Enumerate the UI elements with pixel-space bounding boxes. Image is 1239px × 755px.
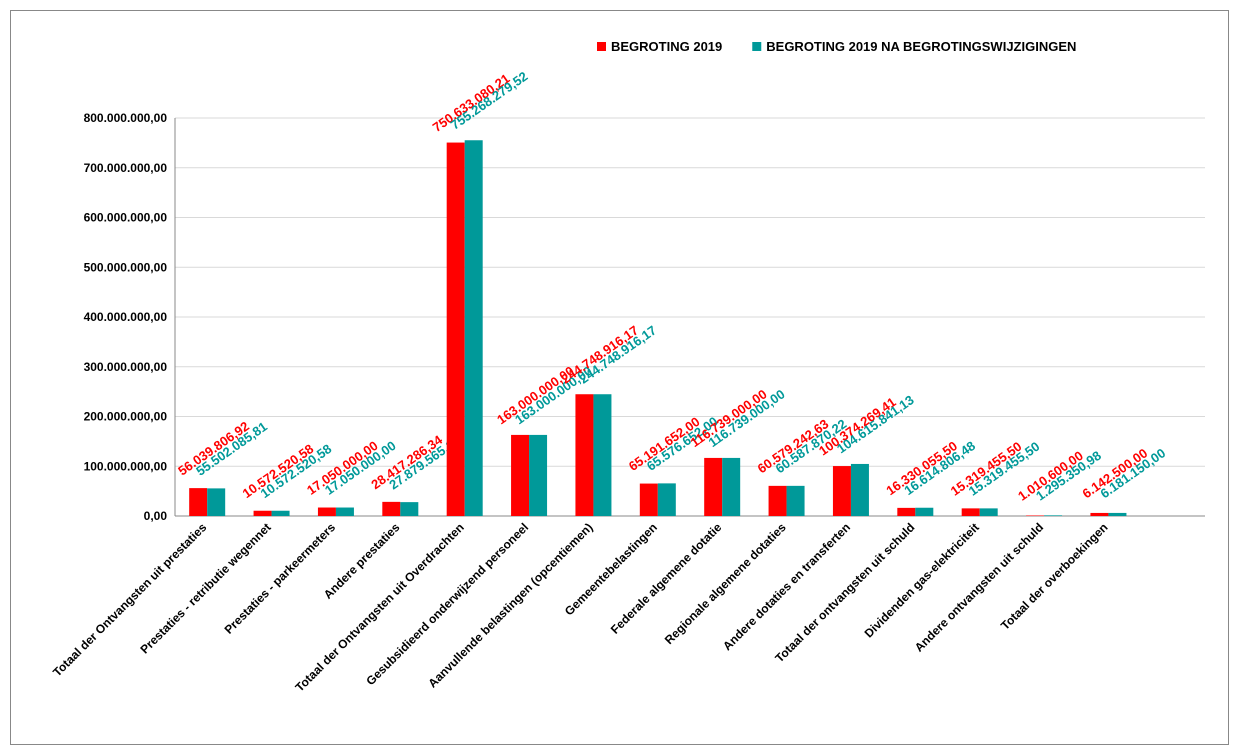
chart-frame <box>10 10 1229 745</box>
bar <box>639 483 658 516</box>
bar <box>768 485 787 516</box>
bar <box>722 457 741 516</box>
legend-label: BEGROTING 2019 <box>611 39 722 54</box>
bar <box>961 508 980 516</box>
y-tick-label: 300.000.000,00 <box>84 360 168 374</box>
legend-swatch <box>597 42 606 51</box>
bar <box>1026 515 1045 516</box>
bar <box>446 142 465 516</box>
y-tick-label: 600.000.000,00 <box>84 211 168 225</box>
y-tick-label: 800.000.000,00 <box>84 111 168 125</box>
bar <box>915 507 934 516</box>
bar <box>979 508 998 516</box>
bar <box>704 457 723 516</box>
bar <box>529 434 548 516</box>
bar <box>593 394 612 516</box>
bar <box>189 488 208 516</box>
bar <box>207 488 226 516</box>
y-tick-label: 500.000.000,00 <box>84 260 168 274</box>
y-tick-label: 700.000.000,00 <box>84 161 168 175</box>
bar <box>511 434 530 516</box>
y-tick-label: 400.000.000,00 <box>84 310 168 324</box>
legend-swatch <box>752 42 762 51</box>
bar <box>1044 515 1063 516</box>
y-tick-label: 200.000.000,00 <box>84 410 168 424</box>
y-tick-label: 100.000.000,00 <box>84 459 168 473</box>
bar <box>1108 512 1127 516</box>
bar <box>464 140 483 516</box>
bar <box>382 501 401 516</box>
bar <box>897 507 916 516</box>
bar <box>400 502 419 516</box>
y-tick-label: 0,00 <box>144 509 168 523</box>
bar <box>850 463 869 516</box>
legend-label: BEGROTING 2019 NA BEGROTINGSWIJZIGINGEN <box>766 39 1076 54</box>
bar <box>317 507 336 516</box>
bar <box>575 394 594 516</box>
bar <box>657 483 676 516</box>
bar <box>786 485 805 516</box>
bar <box>253 510 272 516</box>
bar <box>271 510 290 516</box>
bar <box>1090 512 1109 516</box>
bar <box>335 507 354 516</box>
bar <box>832 466 851 516</box>
